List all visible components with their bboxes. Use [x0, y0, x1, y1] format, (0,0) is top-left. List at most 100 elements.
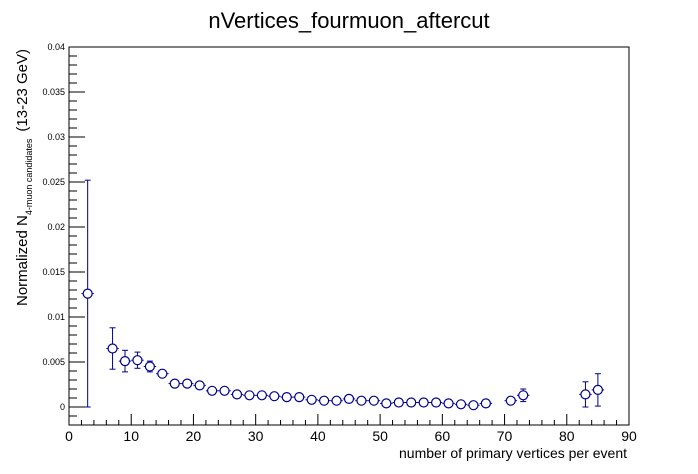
- x-tick-label: 70: [497, 428, 513, 444]
- data-point: [118, 349, 132, 373]
- data-point: [81, 179, 94, 408]
- y-tick-label: 0.025: [42, 177, 65, 187]
- y-tick-label: 0: [60, 402, 65, 412]
- data-marker: [169, 378, 180, 389]
- y-tick-label: 0.01: [47, 312, 65, 322]
- data-marker: [592, 384, 603, 395]
- y-tick-label: 0.02: [47, 222, 65, 232]
- x-tick-label: 10: [123, 428, 139, 444]
- chart-title: nVertices_fourmuon_aftercut: [208, 8, 489, 33]
- data-point: [106, 327, 119, 370]
- data-marker: [256, 390, 267, 401]
- data-point: [429, 397, 443, 408]
- data-point: [579, 381, 592, 408]
- data-point: [305, 394, 318, 405]
- data-point: [479, 398, 493, 409]
- x-tick-label: 0: [65, 428, 73, 444]
- data-marker: [294, 392, 305, 403]
- data-marker: [468, 400, 479, 411]
- data-point: [392, 397, 405, 408]
- data-point: [255, 390, 269, 401]
- data-marker: [219, 385, 230, 396]
- data-marker: [306, 394, 317, 405]
- data-marker: [381, 398, 392, 409]
- x-tick-label: 40: [310, 428, 326, 444]
- data-point: [467, 400, 480, 411]
- data-marker: [119, 356, 131, 367]
- data-marker: [331, 395, 342, 406]
- data-point: [517, 388, 530, 403]
- x-tick-label: 90: [621, 428, 637, 444]
- y-tick-label: 0.035: [42, 87, 65, 97]
- data-marker: [157, 368, 168, 379]
- data-marker: [319, 395, 330, 406]
- data-point: [168, 378, 181, 389]
- data-marker: [393, 397, 404, 408]
- data-marker: [281, 392, 292, 403]
- data-marker: [356, 395, 367, 406]
- data-point: [181, 378, 194, 389]
- data-marker: [580, 389, 591, 400]
- x-tick-label: 80: [559, 428, 575, 444]
- y-axis-label-main: Normalized N: [14, 215, 31, 306]
- data-point: [380, 398, 393, 409]
- y-axis-label-sub: 4-muon candidates: [24, 138, 34, 215]
- data-point: [342, 393, 356, 404]
- data-marker: [368, 395, 379, 406]
- data-point: [330, 395, 343, 406]
- data-points: [81, 179, 605, 411]
- data-marker: [343, 393, 355, 404]
- data-marker: [406, 397, 417, 408]
- data-marker: [431, 397, 442, 408]
- data-point: [193, 380, 206, 391]
- x-tick-label: 60: [435, 428, 451, 444]
- data-marker: [82, 288, 93, 299]
- data-marker: [231, 389, 243, 400]
- y-axis-label-tail: (13-23 GeV): [14, 49, 31, 132]
- data-point: [454, 399, 468, 410]
- data-marker: [518, 390, 529, 401]
- data-point: [218, 385, 231, 396]
- data-marker: [194, 380, 205, 391]
- data-point: [131, 351, 144, 369]
- x-tick-label: 20: [186, 428, 202, 444]
- data-point: [156, 368, 169, 379]
- data-point: [143, 360, 157, 373]
- data-point: [591, 373, 605, 407]
- y-axis-label: Normalized N4-muon candidates (13-23 GeV): [14, 49, 34, 306]
- data-marker: [132, 355, 143, 366]
- x-axis: 0 10 20 30 40 50 60 70 80 90: [65, 414, 637, 444]
- data-point: [405, 397, 418, 408]
- data-point: [504, 395, 517, 406]
- data-point: [230, 389, 244, 400]
- data-point: [442, 398, 455, 409]
- data-marker: [480, 398, 491, 409]
- data-point: [268, 391, 281, 402]
- data-marker: [144, 361, 155, 372]
- data-point: [367, 395, 381, 406]
- data-marker: [443, 398, 454, 409]
- x-tick-label: 50: [372, 428, 388, 444]
- data-point: [355, 395, 368, 406]
- x-axis-label: number of primary vertices per event: [399, 445, 627, 461]
- data-marker: [505, 395, 516, 406]
- data-point: [417, 397, 430, 408]
- data-point: [243, 390, 256, 401]
- data-point: [317, 395, 331, 406]
- x-tick-label: 30: [248, 428, 264, 444]
- y-tick-label: 0.005: [42, 357, 65, 367]
- y-tick-label: 0.04: [47, 42, 65, 52]
- data-marker: [244, 390, 255, 401]
- data-marker: [269, 391, 280, 402]
- data-point: [280, 392, 293, 403]
- data-marker: [182, 378, 193, 389]
- y-tick-label: 0.015: [42, 267, 65, 277]
- data-marker: [418, 397, 429, 408]
- y-axis: 0 0.005 0.01 0.015 0.02 0.025 0.03 0.035 0.04: [42, 42, 85, 426]
- data-point: [293, 392, 306, 403]
- data-marker: [207, 385, 218, 396]
- data-marker: [107, 343, 118, 354]
- data-marker: [455, 399, 467, 410]
- y-tick-label: 0.03: [47, 132, 65, 142]
